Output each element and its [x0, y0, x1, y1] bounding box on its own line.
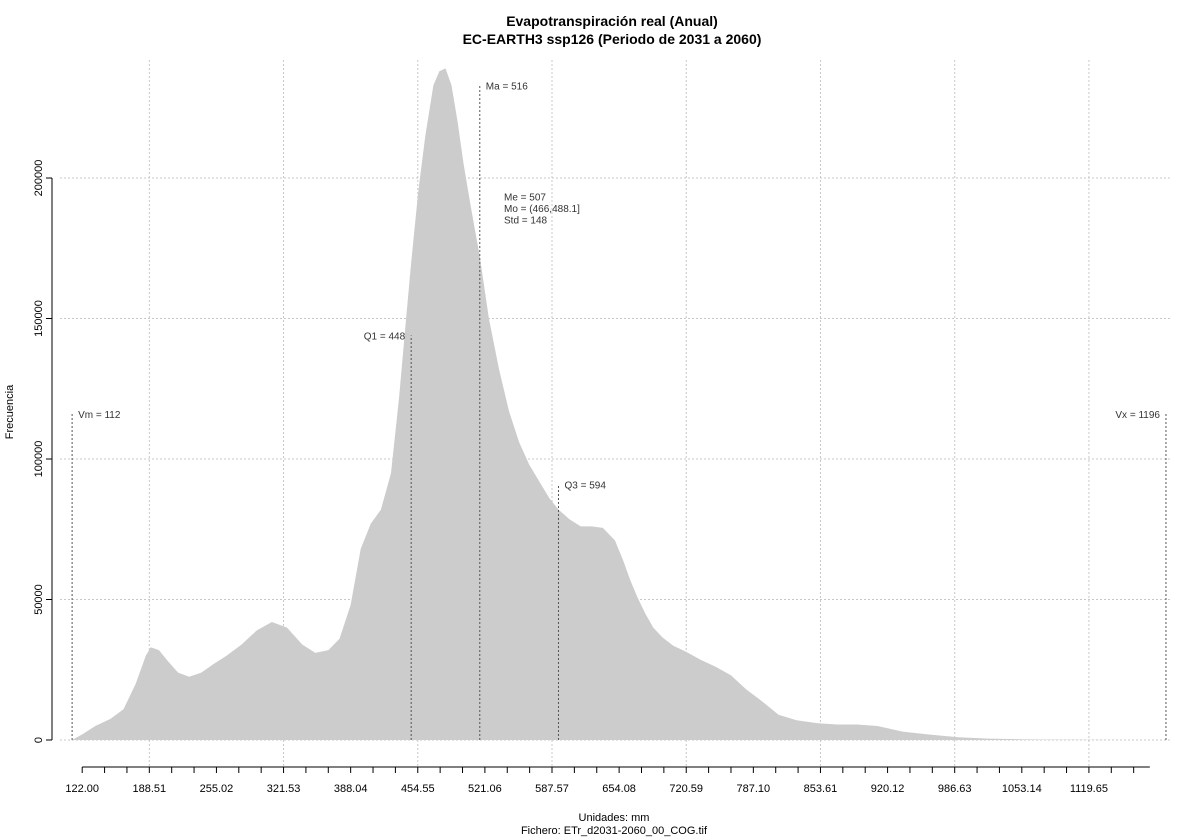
y-axis-label: Frecuencia [4, 384, 16, 439]
y-tick-label: 150000 [33, 300, 45, 337]
x-axis: 122.00 188.51 255.02 321.53 388.04 454.55 521.… [65, 766, 1150, 795]
x-tick-label: 1119.65 [1070, 783, 1108, 795]
x-tick-label: 122.00 [65, 783, 99, 795]
stat-label: Vm = 112 [78, 410, 121, 421]
x-tick-label: 587.57 [535, 783, 569, 795]
x-tick-label: 920.12 [871, 783, 905, 795]
density-area [72, 68, 1167, 740]
stat-label: Vx = 1196 [1115, 410, 1160, 421]
x-tick-label: 654.08 [602, 783, 636, 795]
x-tick-label: 388.04 [334, 783, 368, 795]
stat-label: Q3 = 594 [564, 480, 606, 491]
stat-label: Q1 = 448 [364, 331, 406, 342]
chart-title: Evapotranspiración real (Anual) [506, 13, 718, 29]
y-tick-label: 50000 [33, 584, 45, 615]
x-tick-label: 188.51 [132, 783, 166, 795]
stat-lines [71, 85, 1167, 740]
y-tick-label: 0 [33, 737, 45, 743]
x-tick-label: 853.61 [804, 783, 838, 795]
y-tick-label: 100000 [33, 441, 45, 478]
stat-summary-line: Std = 148 [504, 215, 548, 226]
x-tick-label: 321.53 [267, 783, 301, 795]
x-axis-label: Unidades: mm [579, 812, 650, 824]
x-tick-label: 787.10 [737, 783, 771, 795]
x-tick-label: 986.63 [938, 783, 972, 795]
file-label: Fichero: ETr_d2031-2060_00_COG.tif [521, 825, 708, 837]
stat-summary-line: Mo = (466,488.1] [504, 204, 580, 215]
x-tick-label: 521.06 [468, 783, 502, 795]
chart-subtitle: EC-EARTH3 ssp126 (Periodo de 2031 a 2060… [463, 31, 762, 47]
y-tick-label: 200000 [33, 160, 45, 197]
x-tick-label: 720.59 [669, 783, 703, 795]
y-axis: 0 50000 100000 150000 200000 [33, 160, 53, 743]
x-tick-label: 255.02 [200, 783, 234, 795]
x-tick-label: 454.55 [401, 783, 435, 795]
x-tick-label: 1053.14 [1002, 783, 1042, 795]
stat-summary-line: Me = 507 [504, 192, 546, 203]
stat-label: Ma = 516 [486, 81, 528, 92]
stat-annotations: Vm = 112 Q1 = 448 Ma = 516 Q3 = 594 Vx = 119… [78, 81, 1160, 491]
